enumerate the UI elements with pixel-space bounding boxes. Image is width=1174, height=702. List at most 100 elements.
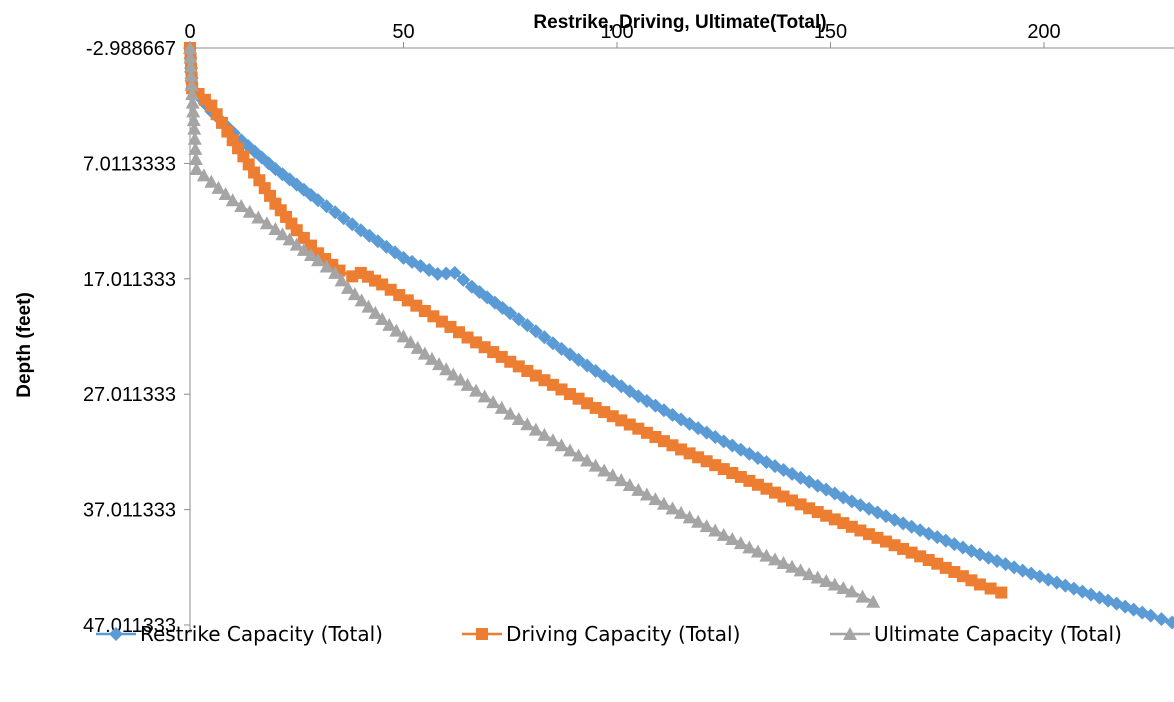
data-point xyxy=(844,584,859,598)
data-point xyxy=(319,253,332,266)
legend-label: Restrike Capacity (Total) xyxy=(140,622,383,646)
x-tick-label: 50 xyxy=(392,21,414,43)
y-tick-label: -2.988667 xyxy=(86,38,176,60)
data-point xyxy=(251,210,266,224)
data-point xyxy=(699,519,714,533)
data-point xyxy=(354,293,369,307)
data-point xyxy=(218,187,233,201)
data-point xyxy=(387,245,402,260)
data-point xyxy=(311,193,326,208)
data-point xyxy=(580,358,595,373)
x-tick-label: 150 xyxy=(814,21,847,43)
data-point xyxy=(424,351,439,365)
data-point xyxy=(503,406,518,420)
data-point xyxy=(597,463,612,477)
data-point xyxy=(648,492,663,506)
data-point xyxy=(691,514,706,528)
data-point xyxy=(494,400,509,414)
data-point xyxy=(439,362,454,376)
data-point xyxy=(819,574,834,588)
data-point xyxy=(785,559,800,573)
data-point xyxy=(183,41,197,54)
data-point xyxy=(742,540,757,554)
data-point xyxy=(803,502,816,515)
data-point xyxy=(189,162,204,176)
data-point xyxy=(469,383,484,397)
data-point xyxy=(520,318,535,333)
data-point xyxy=(580,453,595,467)
data-point xyxy=(537,427,552,441)
data-point xyxy=(184,68,199,82)
data-point xyxy=(248,166,261,179)
data-point xyxy=(447,265,462,280)
data-point xyxy=(446,367,461,381)
data-point xyxy=(289,237,304,251)
data-point xyxy=(187,121,202,135)
data-point xyxy=(311,253,326,267)
series-diamond xyxy=(183,41,1174,630)
data-point xyxy=(605,468,620,482)
data-point xyxy=(334,273,349,287)
data-point xyxy=(486,395,501,409)
data-point xyxy=(503,306,518,321)
x-axis-title: Restrike, Driving, Ultimate(Total) xyxy=(533,12,826,33)
data-point xyxy=(242,204,257,218)
data-point xyxy=(656,496,671,510)
data-point xyxy=(866,594,881,608)
data-point xyxy=(185,87,200,101)
legend-marker xyxy=(476,628,488,640)
data-point xyxy=(221,125,234,138)
data-point xyxy=(460,377,475,391)
y-tick-label: 47.011333 xyxy=(83,615,176,637)
data-point xyxy=(432,357,447,371)
legend: Restrike Capacity (Total) Driving Capacit… xyxy=(96,622,1122,646)
data-point xyxy=(477,389,492,403)
data-point xyxy=(453,372,468,386)
data-point xyxy=(196,168,211,182)
legend-item: Restrike Capacity (Total) xyxy=(96,622,383,646)
data-point xyxy=(1143,608,1158,623)
legend-marker xyxy=(843,627,857,640)
data-point xyxy=(319,259,334,273)
data-point xyxy=(682,510,697,524)
data-point xyxy=(303,248,318,262)
data-point xyxy=(708,523,723,537)
data-point xyxy=(361,299,376,313)
data-point xyxy=(750,544,765,558)
data-point xyxy=(1154,612,1169,627)
data-point xyxy=(430,267,445,282)
data-point xyxy=(554,341,569,356)
data-point xyxy=(370,234,385,249)
data-point xyxy=(336,211,351,226)
data-point xyxy=(1165,615,1174,630)
data-point xyxy=(511,312,526,327)
series-line xyxy=(188,47,1173,624)
data-point xyxy=(545,336,560,351)
data-point xyxy=(375,312,390,326)
data-point xyxy=(282,232,297,246)
data-point xyxy=(995,586,1008,599)
data-point xyxy=(984,582,997,595)
data-point xyxy=(759,548,774,562)
data-point xyxy=(614,473,629,487)
data-point xyxy=(328,265,343,279)
data-point xyxy=(183,50,198,64)
data-point xyxy=(328,205,343,220)
data-point xyxy=(234,198,249,212)
data-point xyxy=(225,193,240,207)
data-point xyxy=(362,228,377,243)
data-point xyxy=(588,458,603,472)
data-point xyxy=(340,280,355,294)
data-point xyxy=(368,305,383,319)
legend-item: Driving Capacity (Total) xyxy=(462,622,740,646)
data-point xyxy=(639,487,654,501)
data-point xyxy=(319,199,334,214)
data-point xyxy=(520,417,535,431)
data-point xyxy=(187,131,202,145)
data-point xyxy=(810,570,825,584)
data-point xyxy=(275,227,290,241)
legend-label: Ultimate Capacity (Total) xyxy=(874,622,1122,646)
data-point xyxy=(545,433,560,447)
data-point xyxy=(528,324,543,339)
